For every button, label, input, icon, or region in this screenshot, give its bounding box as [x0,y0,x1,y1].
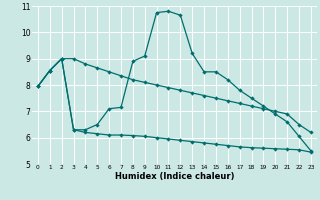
X-axis label: Humidex (Indice chaleur): Humidex (Indice chaleur) [115,172,234,181]
